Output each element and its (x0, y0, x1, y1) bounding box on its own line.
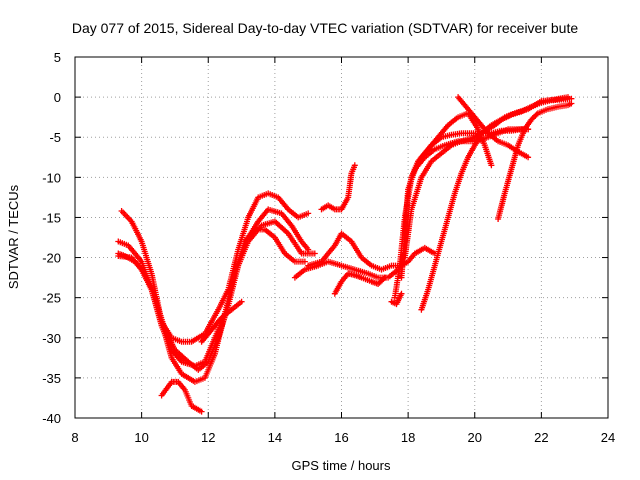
x-tick-label: 22 (534, 430, 548, 445)
series-4 (115, 190, 312, 345)
x-tick-label: 24 (601, 430, 615, 445)
series-11 (388, 290, 405, 308)
y-tick-label: 5 (54, 50, 61, 65)
y-tick-label: -15 (42, 210, 61, 225)
data-point (380, 275, 387, 282)
data-point (238, 298, 245, 305)
data-point (305, 210, 312, 217)
x-tick-label: 16 (334, 430, 348, 445)
y-tick-label: 0 (54, 90, 61, 105)
data-point (198, 408, 205, 415)
series-5 (158, 378, 205, 415)
series-18 (495, 100, 575, 222)
data-point (568, 100, 575, 107)
x-tick-label: 10 (134, 430, 148, 445)
data-point (533, 111, 540, 118)
data-point (381, 274, 388, 281)
y-tick-label: -25 (42, 291, 61, 306)
data-point (305, 246, 312, 253)
series-15 (408, 110, 495, 181)
data-marks (115, 94, 575, 415)
chart-title: Day 077 of 2015, Sidereal Day-to-day VTE… (72, 20, 579, 36)
x-tick-label: 18 (401, 430, 415, 445)
y-axis-label: SDTVAR / TECUs (6, 184, 21, 289)
data-point (525, 154, 532, 161)
series-6 (198, 298, 245, 345)
axis-ticks: 8 10 12 14 16 18 20 22 24 5 0 -5 -10 -15 -20 -25 -30 -35 -… (42, 50, 615, 445)
series-7 (318, 162, 358, 213)
x-tick-label: 12 (201, 430, 215, 445)
x-tick-label: 14 (268, 430, 282, 445)
x-axis-label: GPS time / hours (292, 458, 391, 473)
x-tick-label: 20 (468, 430, 482, 445)
x-tick-label: 8 (71, 430, 78, 445)
series-10 (331, 270, 388, 297)
y-tick-label: -35 (42, 371, 61, 386)
data-point (398, 290, 405, 297)
y-tick-label: -30 (42, 331, 61, 346)
data-point (301, 258, 308, 265)
series-17 (418, 95, 575, 313)
data-point (351, 162, 358, 169)
y-tick-label: -20 (42, 251, 61, 266)
series-8 (305, 230, 438, 273)
y-tick-label: -5 (49, 130, 61, 145)
y-tick-label: -40 (42, 411, 61, 426)
series-3 (118, 208, 308, 385)
y-tick-label: -10 (42, 170, 61, 185)
data-point (488, 162, 495, 169)
data-point (311, 250, 318, 257)
